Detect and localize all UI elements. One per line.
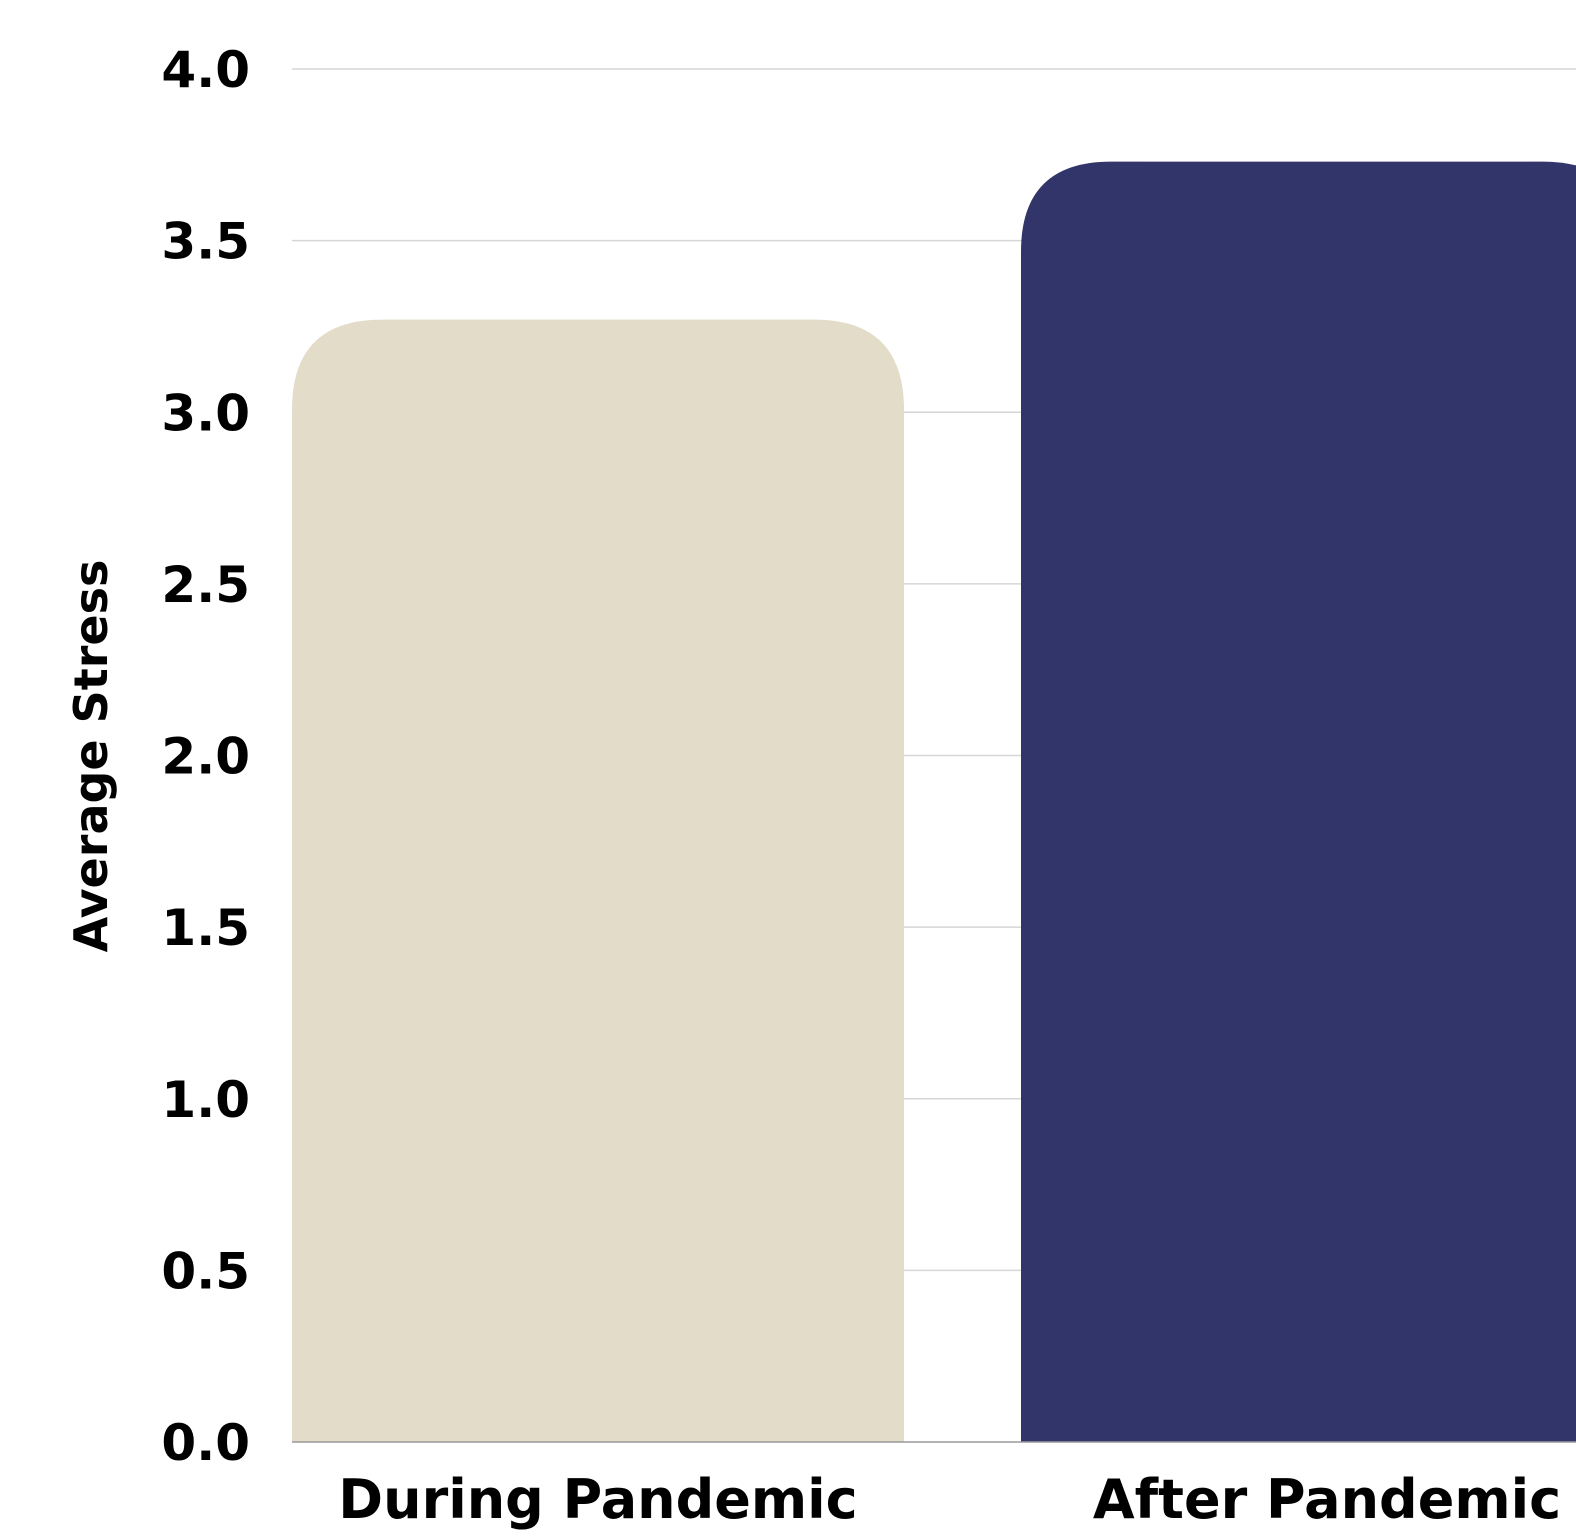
y-tick-label: 3.0 xyxy=(161,384,250,442)
y-tick-label: 3.5 xyxy=(161,213,250,271)
y-tick-label: 0.5 xyxy=(161,1242,250,1300)
bar-during-pandemic xyxy=(292,319,904,1442)
x-category-label: After Pandemic xyxy=(1093,1468,1561,1531)
x-category-label: During Pandemic xyxy=(338,1468,857,1531)
y-tick-label: 0.0 xyxy=(161,1414,250,1472)
y-tick-label: 1.0 xyxy=(161,1071,250,1129)
y-axis-title: Average Stress xyxy=(64,560,118,953)
y-tick-label: 2.5 xyxy=(161,556,250,614)
bars xyxy=(292,161,1576,1442)
x-category-labels: During Pandemic After Pandemic xyxy=(338,1468,1561,1531)
bar-after-pandemic xyxy=(1021,161,1576,1442)
y-tick-label: 2.0 xyxy=(161,728,250,786)
y-tick-labels: 0.0 0.5 1.0 1.5 2.0 2.5 3.0 3.5 4.0 xyxy=(161,41,250,1472)
y-tick-label: 1.5 xyxy=(161,899,250,957)
y-tick-label: 4.0 xyxy=(161,41,250,99)
